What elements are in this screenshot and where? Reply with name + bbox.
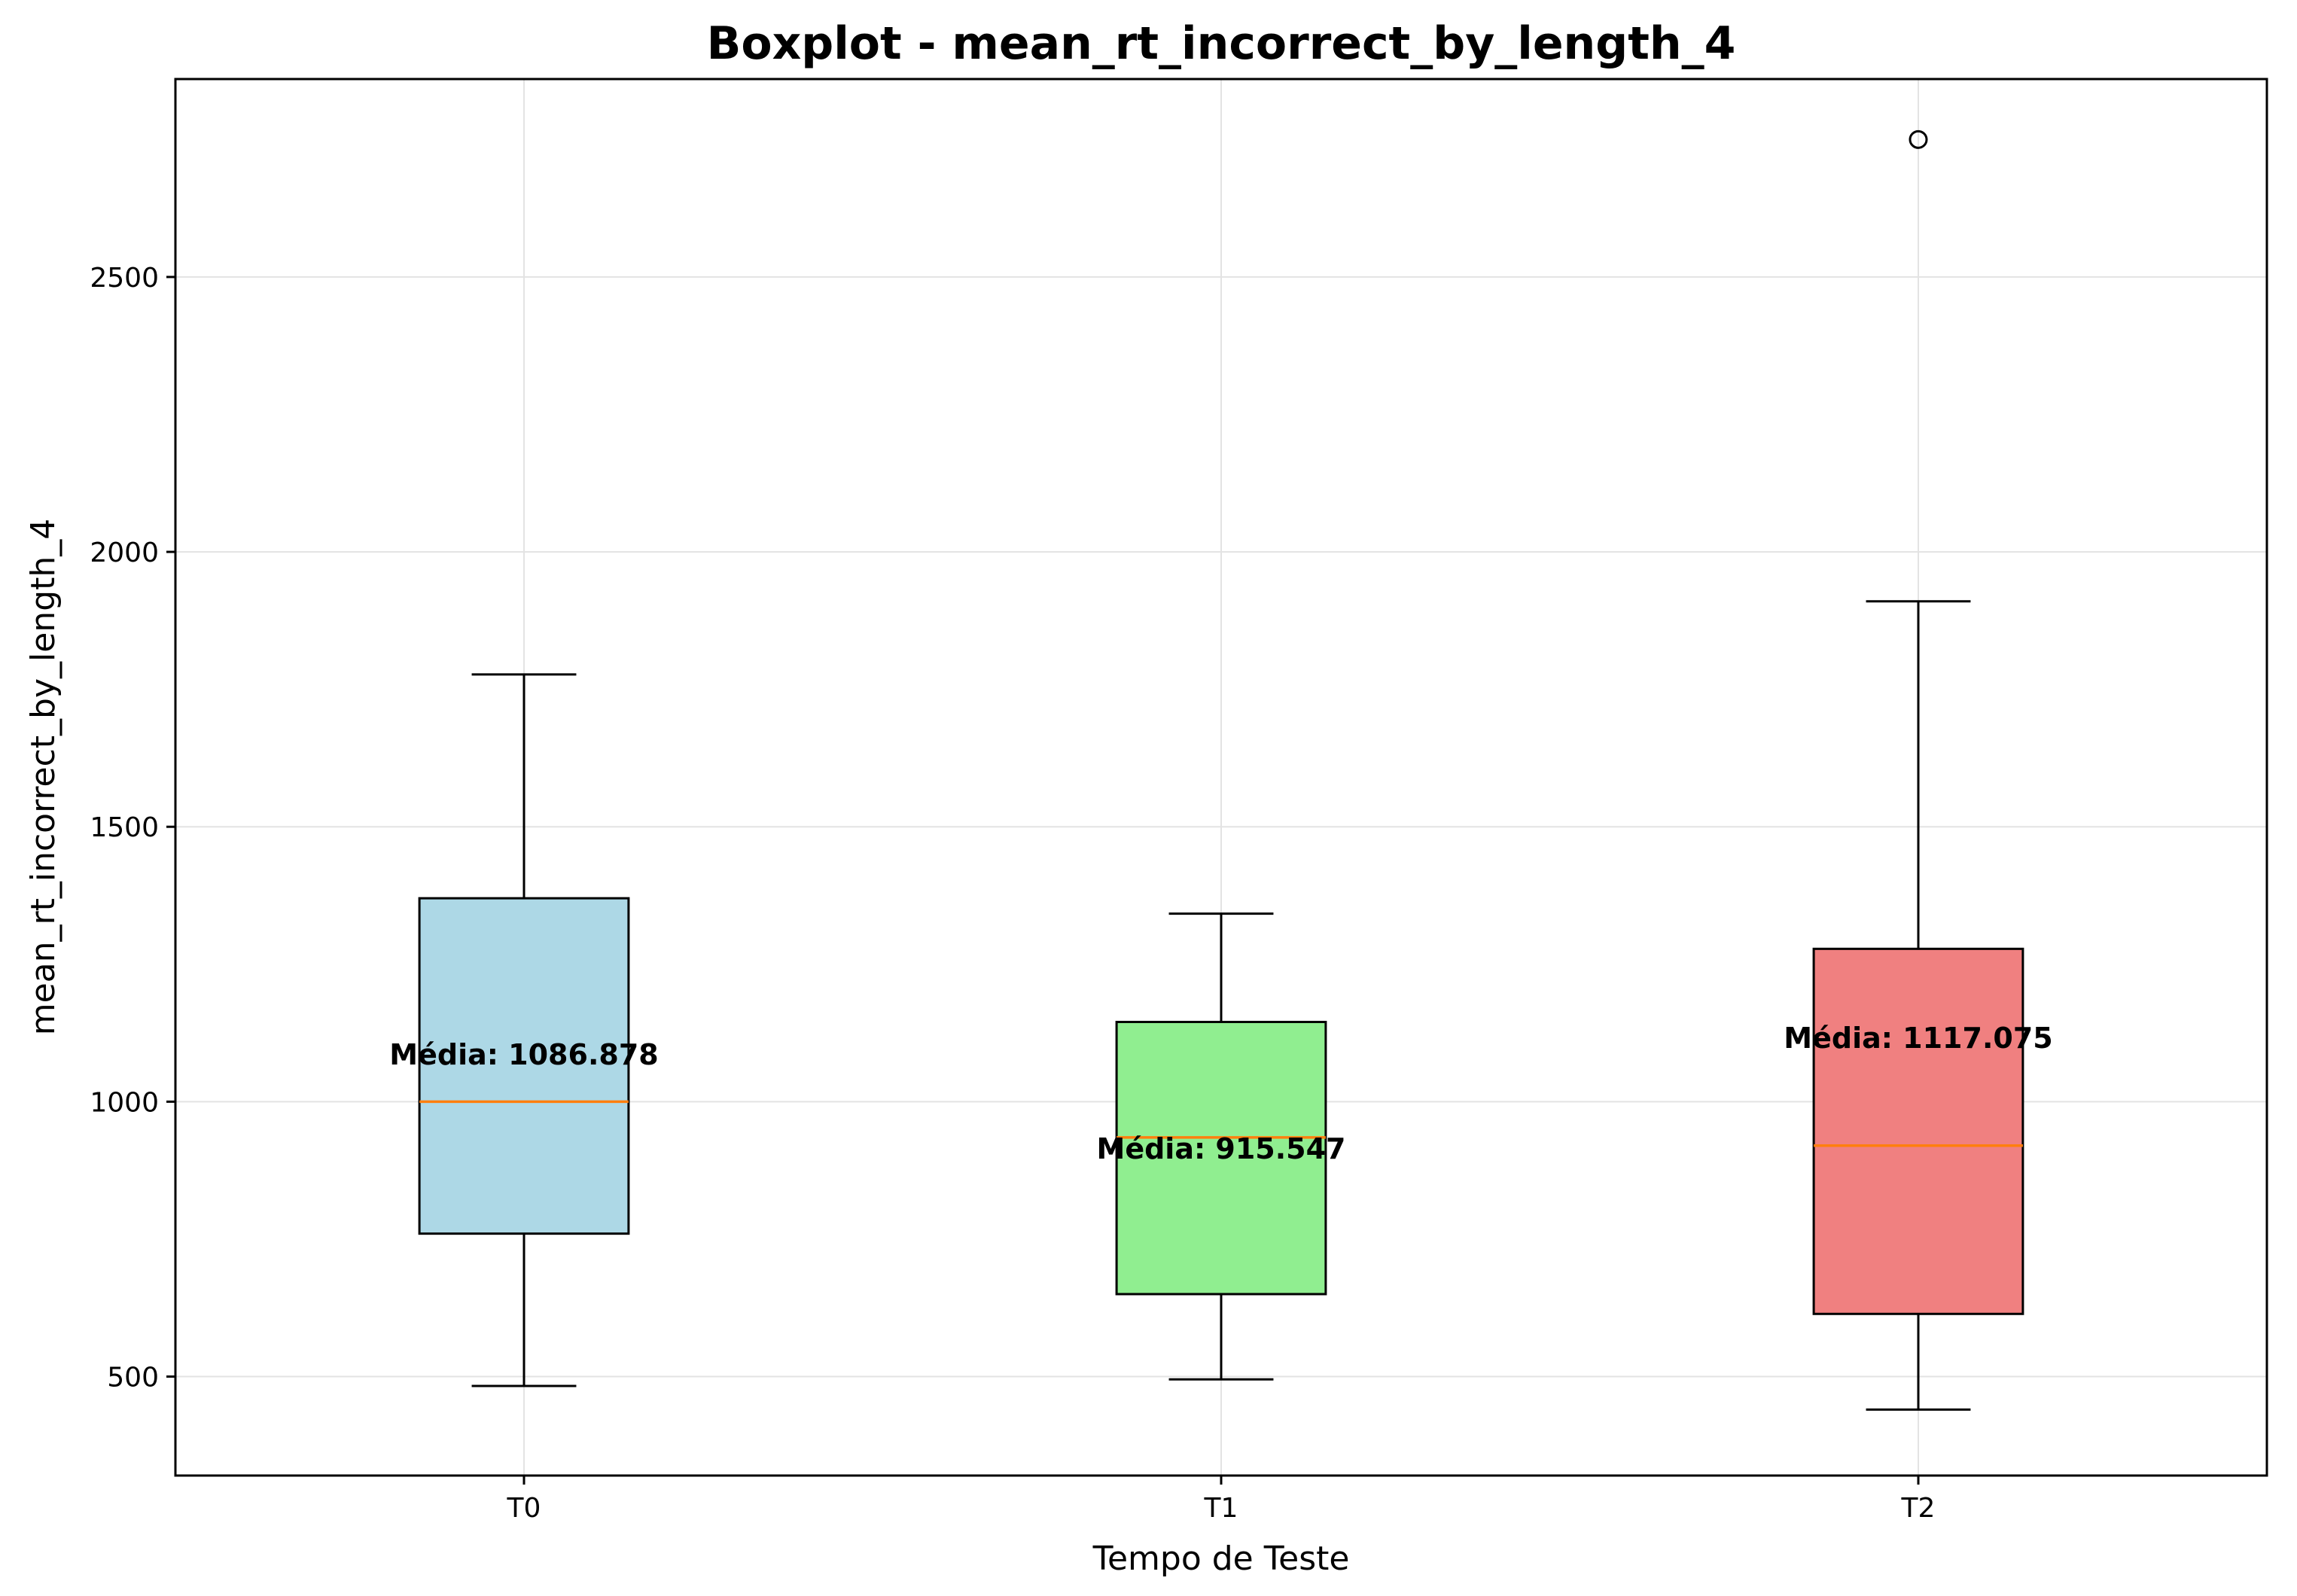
- mean-label-layer: Média: 1086.878 Média: 915.547 Média: 1117…: [389, 1022, 2052, 1165]
- y-tick-label: 1500: [90, 812, 159, 843]
- mean-label: Média: 1117.075: [1784, 1022, 2052, 1055]
- tick-layer: 500 1000 1500 2000 2500 T0 T1 T2: [90, 263, 1935, 1524]
- box-layer: [418, 129, 2024, 1411]
- y-tick-label: 2000: [90, 538, 159, 568]
- iqr-box: [418, 897, 630, 1235]
- outlier-point: [1909, 129, 1928, 149]
- box-group-t2: [1812, 129, 2024, 1411]
- mean-label: Média: 915.547: [1097, 1132, 1346, 1165]
- y-tick-label: 1000: [90, 1087, 159, 1118]
- x-tick-label: T2: [1901, 1493, 1936, 1524]
- x-axis-label: Tempo de Teste: [1092, 1540, 1350, 1578]
- x-tick-label: T1: [1204, 1493, 1238, 1524]
- mean-label: Média: 1086.878: [389, 1038, 658, 1071]
- y-axis-label: mean_rt_incorrect_by_length_4: [24, 519, 62, 1036]
- y-tick-label: 2500: [90, 263, 159, 294]
- x-tick-label: T0: [507, 1493, 541, 1524]
- box-group-t0: [418, 673, 630, 1387]
- iqr-box: [1812, 947, 2024, 1315]
- y-tick-label: 500: [107, 1363, 159, 1393]
- iqr-box: [1115, 1020, 1327, 1296]
- box-group-t1: [1115, 912, 1327, 1381]
- chart-title: Boxplot - mean_rt_incorrect_by_length_4: [707, 17, 1736, 70]
